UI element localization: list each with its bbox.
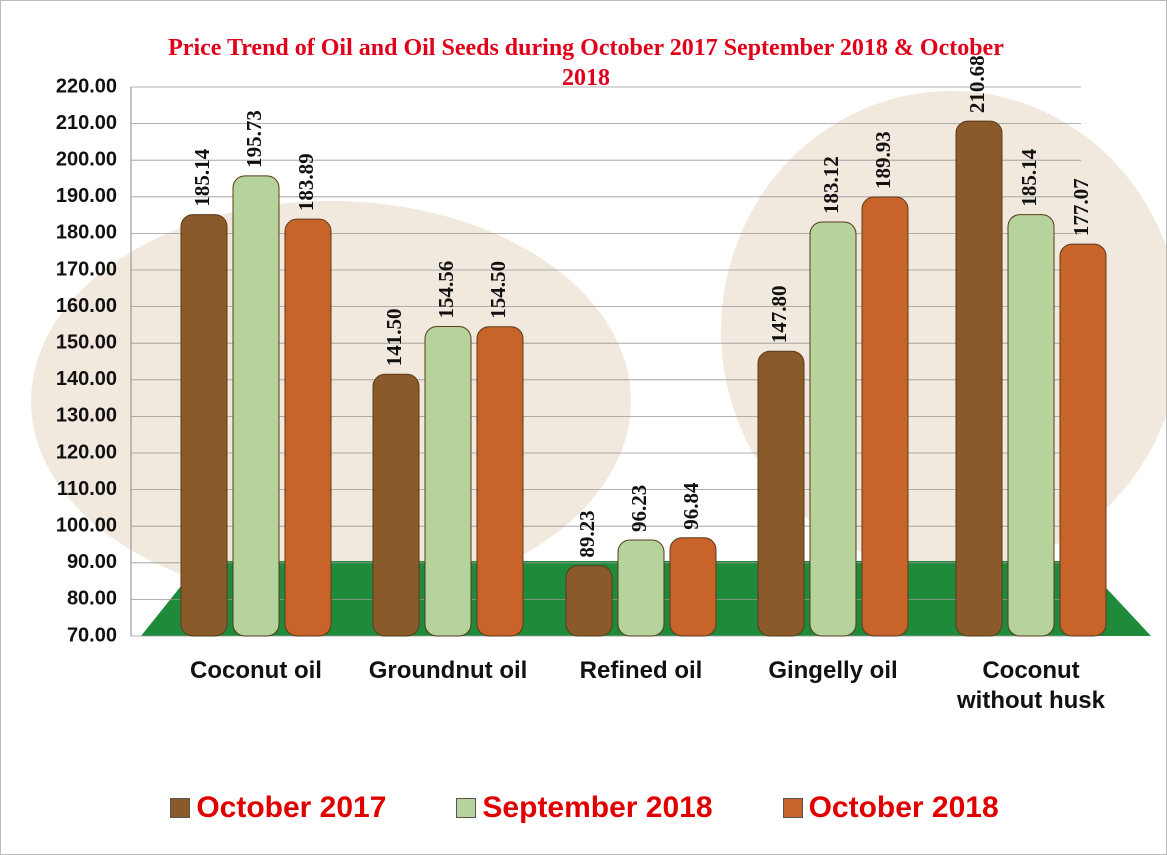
value-label: 183.12 — [819, 156, 843, 214]
x-tick-label: Refined oil — [579, 657, 703, 684]
y-tick-label: 80.00 — [67, 588, 117, 610]
bar — [809, 221, 857, 637]
x-tick-label: Gingelly oil — [768, 657, 898, 684]
y-tick-label: 70.00 — [67, 624, 117, 646]
y-tick-label: 180.00 — [56, 222, 117, 244]
legend-label: September 2018 — [482, 791, 713, 824]
bar — [424, 326, 472, 637]
bar — [617, 539, 665, 637]
value-label: 154.50 — [486, 261, 510, 319]
x-tick-label: Groundnut oil — [368, 657, 528, 684]
value-label: 210.68 — [965, 55, 989, 113]
bar — [757, 350, 805, 637]
bar — [861, 196, 909, 637]
y-tick-label: 160.00 — [56, 295, 117, 317]
bar — [180, 214, 228, 637]
value-label: 147.80 — [767, 286, 791, 344]
legend-item: September 2018 — [456, 791, 713, 825]
value-label: 183.89 — [294, 153, 318, 211]
y-tick-label: 140.00 — [56, 368, 117, 390]
y-tick-label: 120.00 — [56, 441, 117, 463]
legend-swatch — [170, 798, 191, 818]
value-label: 195.73 — [242, 110, 266, 168]
value-label: 185.14 — [1017, 148, 1041, 206]
y-tick-label: 150.00 — [56, 331, 117, 353]
value-label: 89.23 — [575, 510, 599, 557]
bar — [476, 326, 524, 637]
legend-label: October 2017 — [196, 791, 387, 824]
y-tick-label: 190.00 — [56, 185, 117, 207]
y-tick-label: 220.00 — [56, 75, 117, 97]
legend-label: October 2018 — [808, 791, 999, 824]
bar — [669, 537, 717, 637]
legend-item: October 2017 — [170, 791, 386, 825]
legend-item: October 2018 — [782, 791, 999, 825]
bar — [1059, 243, 1107, 637]
bar — [1007, 214, 1055, 637]
bar — [565, 565, 613, 637]
value-label: 185.14 — [190, 148, 214, 206]
bar — [372, 373, 420, 637]
legend: October 2017 September 2018 October 2018 — [1, 791, 1166, 825]
y-tick-label: 200.00 — [56, 148, 117, 170]
bar — [955, 120, 1003, 637]
chart-title: Price Trend of Oil and Oil Seeds during … — [168, 35, 1004, 91]
y-tick-label: 210.00 — [56, 112, 117, 134]
bar — [232, 175, 280, 637]
legend-swatch — [782, 798, 803, 818]
y-tick-label: 110.00 — [57, 478, 117, 500]
x-tick-label: Coconut oil — [190, 657, 322, 684]
value-label: 96.84 — [679, 482, 703, 530]
value-label: 96.23 — [627, 485, 651, 532]
value-label: 141.50 — [382, 309, 406, 367]
y-tick-label: 130.00 — [56, 405, 117, 427]
y-tick-label: 90.00 — [67, 551, 117, 573]
y-tick-label: 170.00 — [56, 258, 117, 280]
y-tick-label: 100.00 — [56, 514, 117, 536]
x-tick-label: Coconut without husk — [957, 657, 1105, 714]
value-label: 177.07 — [1069, 178, 1093, 236]
value-label: 154.56 — [434, 261, 458, 319]
value-label: 189.93 — [871, 131, 895, 189]
legend-swatch — [456, 798, 477, 818]
bar — [284, 218, 332, 637]
